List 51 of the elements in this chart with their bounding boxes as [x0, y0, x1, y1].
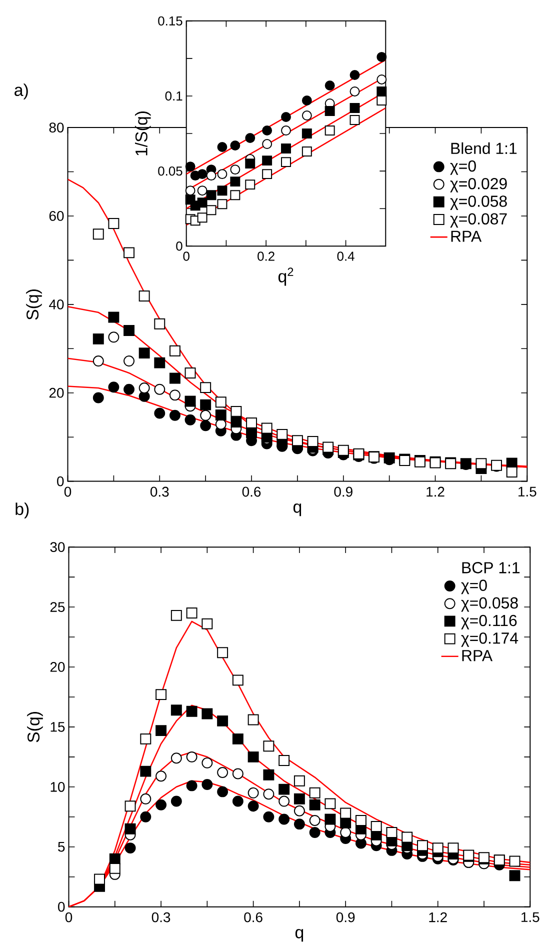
legend-title: Blend 1:1 — [451, 142, 516, 154]
legend-label: χ=0.116 — [461, 614, 517, 630]
y-tick-label: 15 — [50, 722, 65, 732]
x-tick-label: 0.9 — [336, 912, 355, 922]
y-tick-label: 0 — [56, 476, 64, 486]
x-axis-title: q — [295, 929, 304, 942]
legend-label: RPA — [451, 230, 482, 242]
x-tick-label: 0.6 — [244, 912, 262, 922]
x-tick-label: 1.5 — [521, 912, 540, 922]
y-tick-label: 0 — [58, 902, 65, 912]
y-tick-label: 0 — [176, 242, 182, 251]
legend-label: χ=0 — [461, 580, 487, 594]
y-tick-label: 40 — [48, 299, 64, 310]
x-axis-title: q — [293, 504, 302, 516]
x-tick-label: 0 — [65, 912, 72, 922]
y-tick-label: 80 — [49, 122, 64, 132]
y-tick-label: 0.1 — [165, 91, 182, 101]
x-tick-label: 0.2 — [257, 252, 274, 261]
y-tick-label: 60 — [49, 211, 64, 221]
legend-label: χ=0.058 — [461, 597, 518, 612]
y-tick-label: 5 — [58, 842, 65, 852]
y-axis-title: S(q) — [27, 712, 43, 742]
x-axis-title: q$^{2}$ — [278, 268, 294, 286]
legend-title: BCP 1:1 — [462, 562, 520, 574]
y-tick-label: 20 — [49, 388, 64, 398]
y-axis-title: S(q) — [26, 289, 42, 320]
legend-label: χ=0.029 — [450, 178, 507, 192]
x-tick-label: 0 — [183, 252, 190, 261]
y-tick-label: 0.15 — [158, 16, 182, 26]
x-tick-label: 1.2 — [426, 486, 444, 497]
y-axis-title: 1/S(q) — [134, 112, 151, 156]
x-tick-label: 0.3 — [152, 912, 170, 922]
y-tick-label: 10 — [50, 782, 65, 792]
y-tick-label: 30 — [50, 542, 65, 552]
legend-label: χ=0.174 — [461, 632, 518, 647]
legend-label: χ=0 — [450, 160, 476, 175]
chart-title: a) — [14, 84, 28, 100]
x-tick-label: 1.2 — [429, 912, 447, 922]
x-tick-label: 0 — [64, 486, 72, 497]
chart-title: b) — [16, 502, 29, 518]
legend-label: χ=0.058 — [450, 196, 507, 210]
x-tick-label: 0.3 — [150, 486, 169, 497]
legend-label: χ=0.087 — [450, 213, 507, 228]
y-tick-label: 0.05 — [158, 166, 182, 176]
x-tick-label: 0.4 — [337, 252, 354, 261]
x-tick-label: 0.9 — [334, 486, 352, 497]
x-tick-label: 0.6 — [242, 486, 261, 497]
y-tick-label: 20 — [50, 662, 65, 672]
y-tick-label: 25 — [50, 602, 65, 612]
legend-label: RPA — [462, 650, 492, 662]
x-tick-label: 1.5 — [518, 486, 536, 497]
